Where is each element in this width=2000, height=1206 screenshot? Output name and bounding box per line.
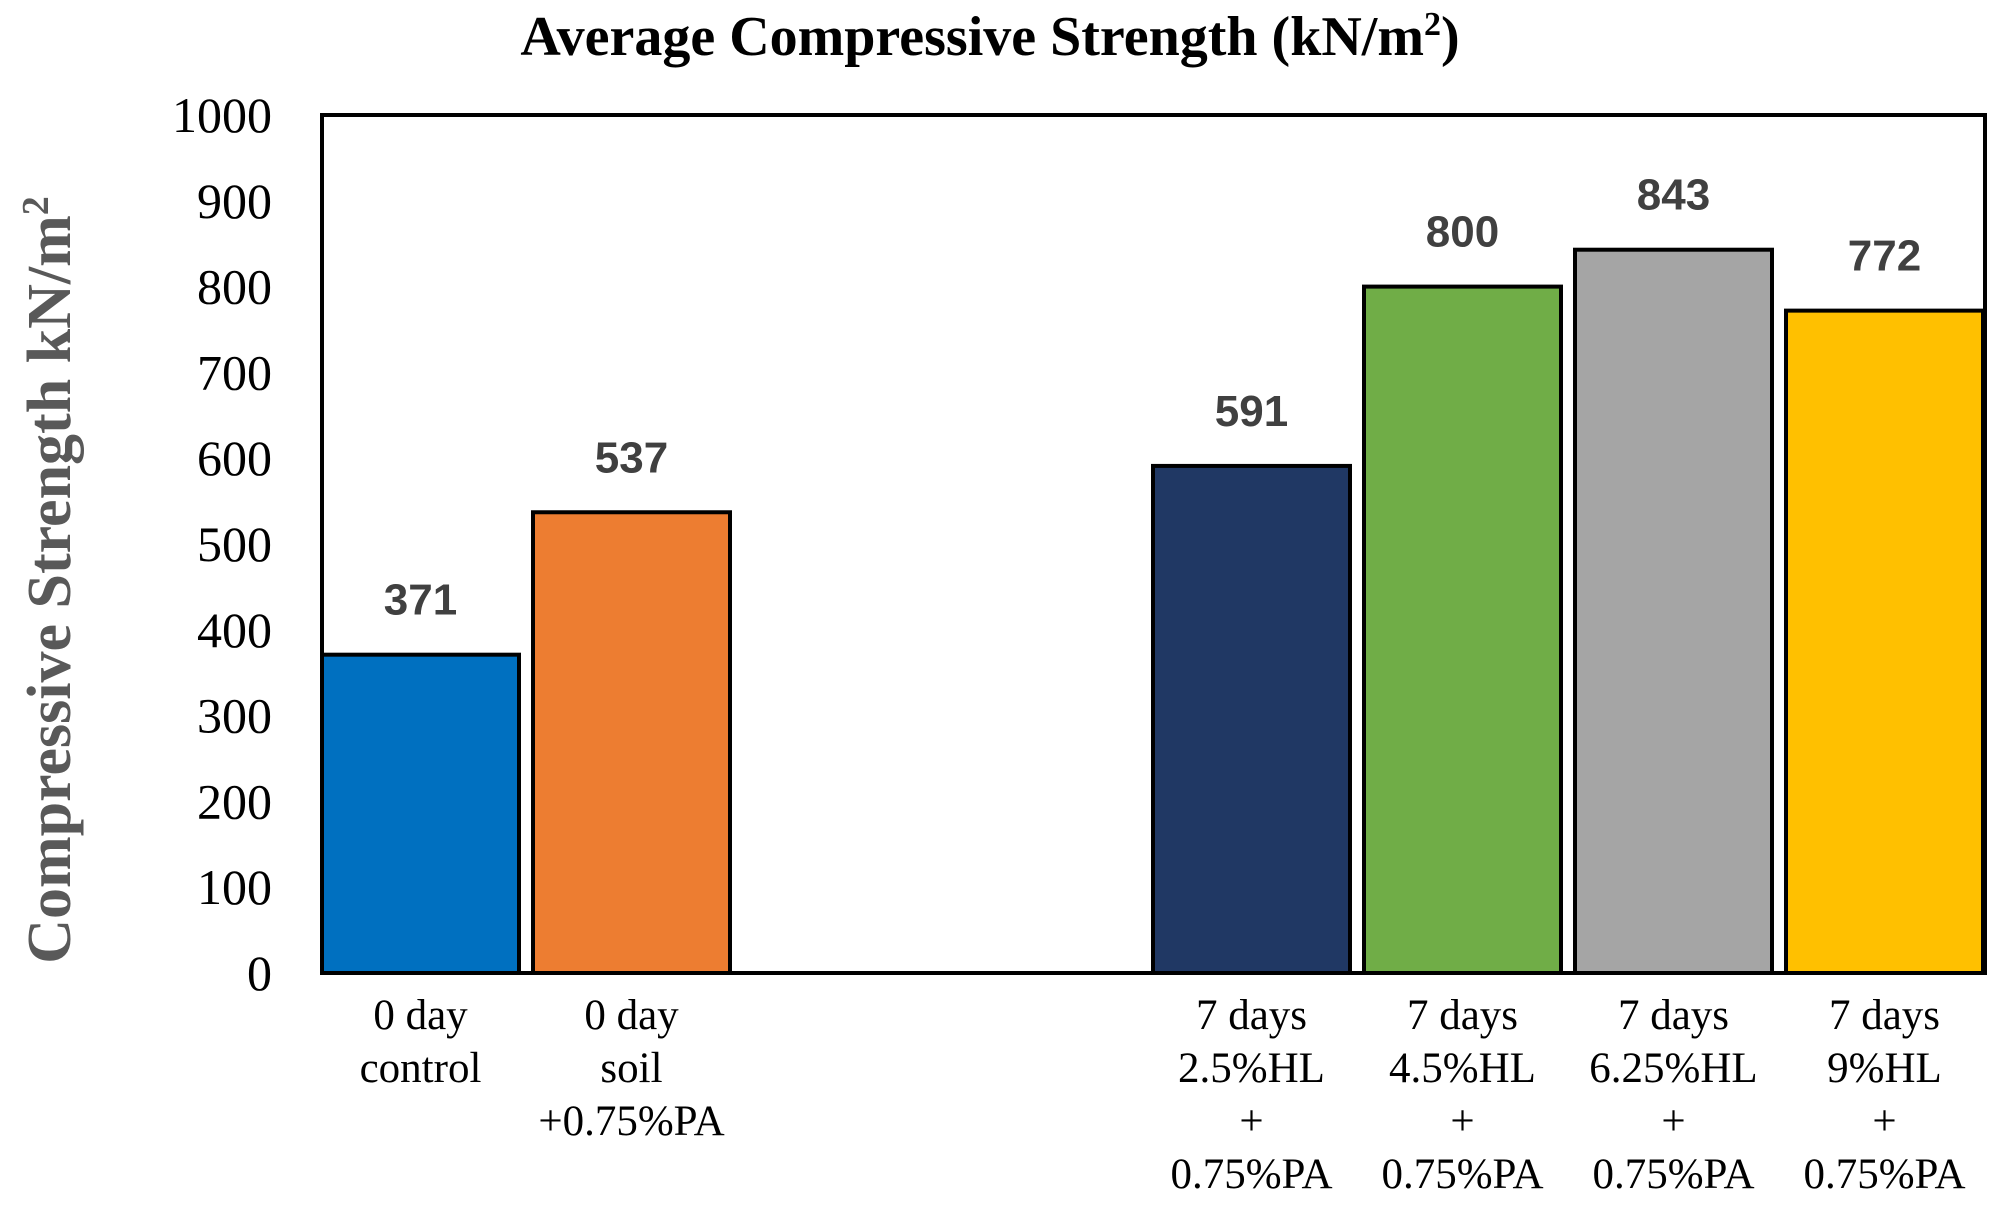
x-tick-line: 7 days <box>1407 992 1518 1039</box>
bar <box>320 652 521 975</box>
data-label: 772 <box>1848 232 1921 281</box>
data-label: 800 <box>1426 208 1499 257</box>
x-tick-line: 2.5%HL <box>1178 1045 1325 1092</box>
x-tick-line: 6.25%HL <box>1589 1045 1757 1092</box>
data-labels: 371 537 591 800 843 772 <box>384 171 1921 625</box>
y-tick-label: 900 <box>197 173 272 229</box>
title-superscript: 2 <box>1424 6 1441 43</box>
x-tick-line: 0.75%PA <box>1592 1151 1754 1198</box>
x-tick-line: 4.5%HL <box>1389 1045 1536 1092</box>
ylabel-superscript: 2 <box>15 196 57 215</box>
y-tick-label: 300 <box>197 688 272 744</box>
x-tick-line: 0.75%PA <box>1803 1151 1965 1198</box>
chart-title: Average Compressive Strength (kN/m2) <box>520 6 1459 68</box>
y-axis-label: Compressive Strength kN/m2 <box>15 196 84 964</box>
title-suffix: ) <box>1441 6 1460 68</box>
x-tick-line: 0.75%PA <box>1170 1151 1332 1198</box>
data-label: 843 <box>1637 171 1710 220</box>
x-tick-line: 7 days <box>1829 992 1940 1039</box>
data-label: 591 <box>1215 387 1288 436</box>
y-tick-label: 700 <box>197 344 272 400</box>
data-label: 537 <box>595 433 668 482</box>
bar <box>1784 308 1985 975</box>
x-tick-line: control <box>360 1045 482 1092</box>
x-tick-label: 7 days 9%HL +0.75%PA <box>1803 992 1965 1198</box>
x-tick-line: 9%HL <box>1827 1045 1942 1092</box>
x-tick-label: 0 day control <box>360 992 482 1092</box>
x-tick-label: 7 days 6.25%HL +0.75%PA <box>1589 992 1757 1198</box>
x-tick-label: 0 day soil +0.75%PA <box>538 992 724 1145</box>
bar <box>531 510 732 976</box>
x-tick-line: 0 day <box>584 992 679 1039</box>
x-tick-line: soil <box>600 1045 662 1092</box>
y-tick-label: 800 <box>197 259 272 315</box>
y-axis-ticks: 0 100 200 300 400 500 600 700 800 900 1000 <box>172 87 272 1001</box>
y-tick-label: 400 <box>197 602 272 658</box>
y-tick-label: 600 <box>197 430 272 486</box>
x-tick-label: 7 days 4.5%HL +0.75%PA <box>1381 992 1543 1198</box>
bar <box>1151 463 1352 975</box>
x-tick-line: + <box>1450 1098 1474 1145</box>
y-tick-label: 200 <box>197 773 272 829</box>
x-axis-ticks: 0 day control 0 day soil +0.75%PA 7 days 2.5%H… <box>360 992 1966 1198</box>
y-tick-label: 100 <box>197 859 272 915</box>
data-label: 371 <box>384 576 457 625</box>
x-tick-line: 0.75%PA <box>1381 1151 1543 1198</box>
x-tick-line: 7 days <box>1618 992 1729 1039</box>
x-tick-line: +0.75%PA <box>538 1098 724 1145</box>
bar <box>1362 284 1563 976</box>
y-tick-label: 0 <box>247 945 272 1001</box>
x-tick-line: + <box>1661 1098 1685 1145</box>
x-tick-line: 7 days <box>1196 992 1307 1039</box>
x-tick-line: + <box>1872 1098 1896 1145</box>
y-tick-label: 500 <box>197 516 272 572</box>
bars <box>320 247 1985 976</box>
y-tick-label: 1000 <box>172 87 272 143</box>
x-tick-label: 7 days 2.5%HL +0.75%PA <box>1170 992 1332 1198</box>
bar <box>1573 247 1774 975</box>
plot-area-frame <box>320 113 1987 975</box>
x-tick-line: 0 day <box>373 992 468 1039</box>
x-tick-line: + <box>1239 1098 1263 1145</box>
